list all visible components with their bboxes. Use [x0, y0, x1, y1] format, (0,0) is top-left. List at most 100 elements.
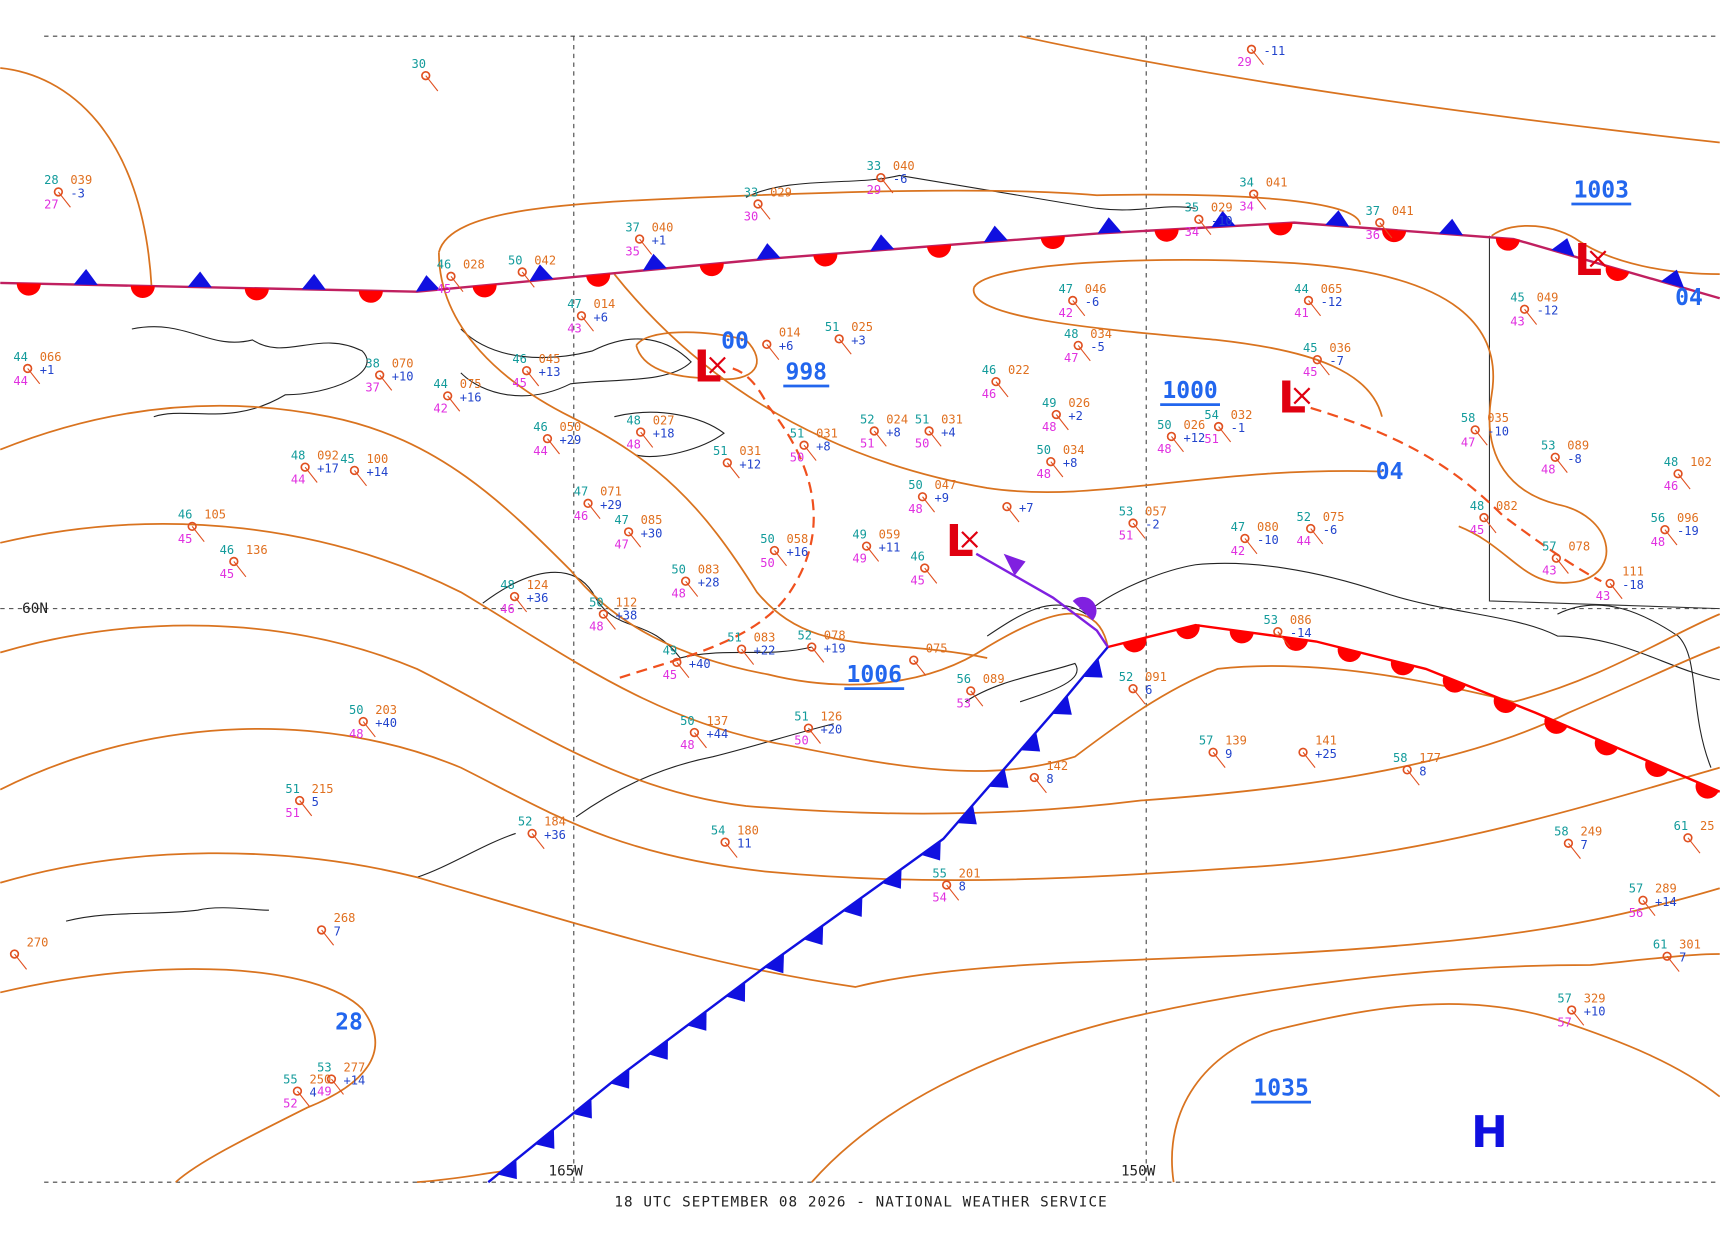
temperature: 57	[1557, 991, 1572, 1005]
pressure: 036	[1329, 341, 1351, 355]
cold-front-symbol	[756, 243, 781, 260]
pressure-change: -19	[1677, 524, 1699, 538]
pressure: 082	[1496, 499, 1518, 513]
station: 57 078 43	[1542, 539, 1590, 577]
cold-front-symbol	[535, 1129, 555, 1149]
temperature: 47	[614, 513, 629, 527]
wind-barb	[693, 732, 707, 749]
pressure-change: +8	[816, 440, 831, 454]
pressure-change: +12	[739, 457, 761, 471]
pressure-change: +28	[698, 576, 720, 590]
pressure-change: +1	[652, 234, 667, 248]
station: 29 -11	[1237, 44, 1285, 69]
station: 37 040 35 +1	[625, 220, 673, 258]
pressure: 040	[652, 220, 674, 234]
station: 47 014 43 +6	[567, 297, 615, 335]
cold-front-symbol	[842, 897, 863, 917]
wind-barb	[1310, 528, 1324, 545]
station-marker	[680, 576, 691, 586]
pressure-change: +6	[594, 310, 609, 324]
station: 50 203 48 +40	[349, 703, 397, 741]
wind-barb	[766, 343, 780, 361]
dewpoint: 46	[500, 602, 515, 616]
wind-barb	[628, 531, 642, 548]
wind-barb	[14, 953, 28, 970]
station: 50 026 48 +12	[1157, 418, 1205, 456]
dewpoint: 29	[867, 183, 882, 197]
pressure: 203	[375, 703, 397, 717]
warm-front-symbol	[1284, 637, 1309, 651]
dewpoint: 50	[794, 734, 809, 748]
pressure: 301	[1679, 938, 1701, 952]
station-marker	[446, 271, 456, 282]
wind-barb	[1308, 300, 1322, 317]
warm-front-symbol	[1154, 229, 1179, 242]
cold-front-symbol	[73, 269, 98, 285]
station: 51 031 50 +8	[790, 427, 838, 465]
station-marker	[1068, 295, 1078, 306]
station: 49 45 +40	[663, 644, 711, 682]
pressure: 022	[1008, 363, 1030, 377]
pressure-change: +17	[317, 462, 339, 476]
pressure-change: -5	[1090, 340, 1105, 354]
pressure-change: +8	[886, 425, 901, 439]
wind-barb	[1316, 359, 1330, 376]
station-marker	[517, 267, 527, 277]
station-marker	[1306, 523, 1316, 534]
station: 075	[909, 641, 948, 676]
station: 48 034 47 -5	[1064, 327, 1112, 365]
station: 50 047 48 +9	[908, 478, 956, 516]
station: 54 032 51 -1	[1204, 408, 1252, 446]
dewpoint: 48	[1157, 442, 1172, 456]
station: 47 080 42 -10	[1231, 520, 1279, 558]
warm-front-symbol	[1605, 265, 1630, 282]
pressure: 139	[1225, 734, 1247, 748]
station-marker	[1240, 533, 1250, 544]
pressure: 075	[926, 641, 948, 655]
cold-front-symbol	[921, 840, 941, 861]
warm-front-symbol	[1442, 676, 1467, 693]
pressure: 034	[1090, 327, 1112, 341]
pressure: 026	[1183, 418, 1205, 432]
wind-barb	[1253, 193, 1267, 210]
pressure-change: -6	[1085, 295, 1100, 309]
pressure: 029	[770, 185, 792, 199]
pressure-center: L	[694, 342, 722, 393]
station-marker	[720, 837, 730, 847]
station-marker	[1249, 189, 1259, 199]
cold-front-symbol	[881, 868, 902, 889]
dewpoint: 45	[1303, 365, 1318, 379]
station: 50 058 50 +16	[760, 532, 808, 570]
wind-barb	[1171, 436, 1184, 453]
station: 48 102 46	[1664, 455, 1712, 493]
pressure: 049	[1537, 291, 1559, 305]
wind-barb	[639, 238, 653, 255]
station: 46 105 45	[178, 508, 226, 546]
station: 45 100+14	[340, 452, 388, 487]
center-mark	[1589, 250, 1607, 268]
pressure: 075	[1323, 510, 1345, 524]
dewpoint: 48	[1541, 463, 1556, 477]
station-marker	[292, 1086, 303, 1096]
wind-barb	[526, 370, 540, 387]
fronts	[0, 210, 1720, 1184]
warm-front-symbol	[926, 244, 952, 258]
wind-barb	[1642, 899, 1656, 917]
station-marker	[1638, 895, 1648, 905]
wind-barb	[970, 690, 984, 707]
dewpoint: 46	[982, 387, 997, 401]
pressure: 102	[1690, 455, 1712, 469]
dewpoint: 27	[44, 197, 59, 211]
dewpoint: 44	[1296, 534, 1311, 548]
station-marker	[636, 427, 646, 437]
pressure: 026	[1068, 396, 1090, 410]
pressure-change: +36	[544, 828, 566, 842]
dewpoint: 29	[1237, 55, 1252, 69]
wind-barb	[581, 315, 594, 332]
station-marker	[909, 655, 919, 665]
station-marker	[1375, 217, 1385, 228]
wind-barb	[1474, 429, 1488, 446]
temperature: 48	[291, 448, 306, 462]
pressure: 184	[544, 815, 566, 829]
temperature: 48	[1470, 499, 1485, 513]
